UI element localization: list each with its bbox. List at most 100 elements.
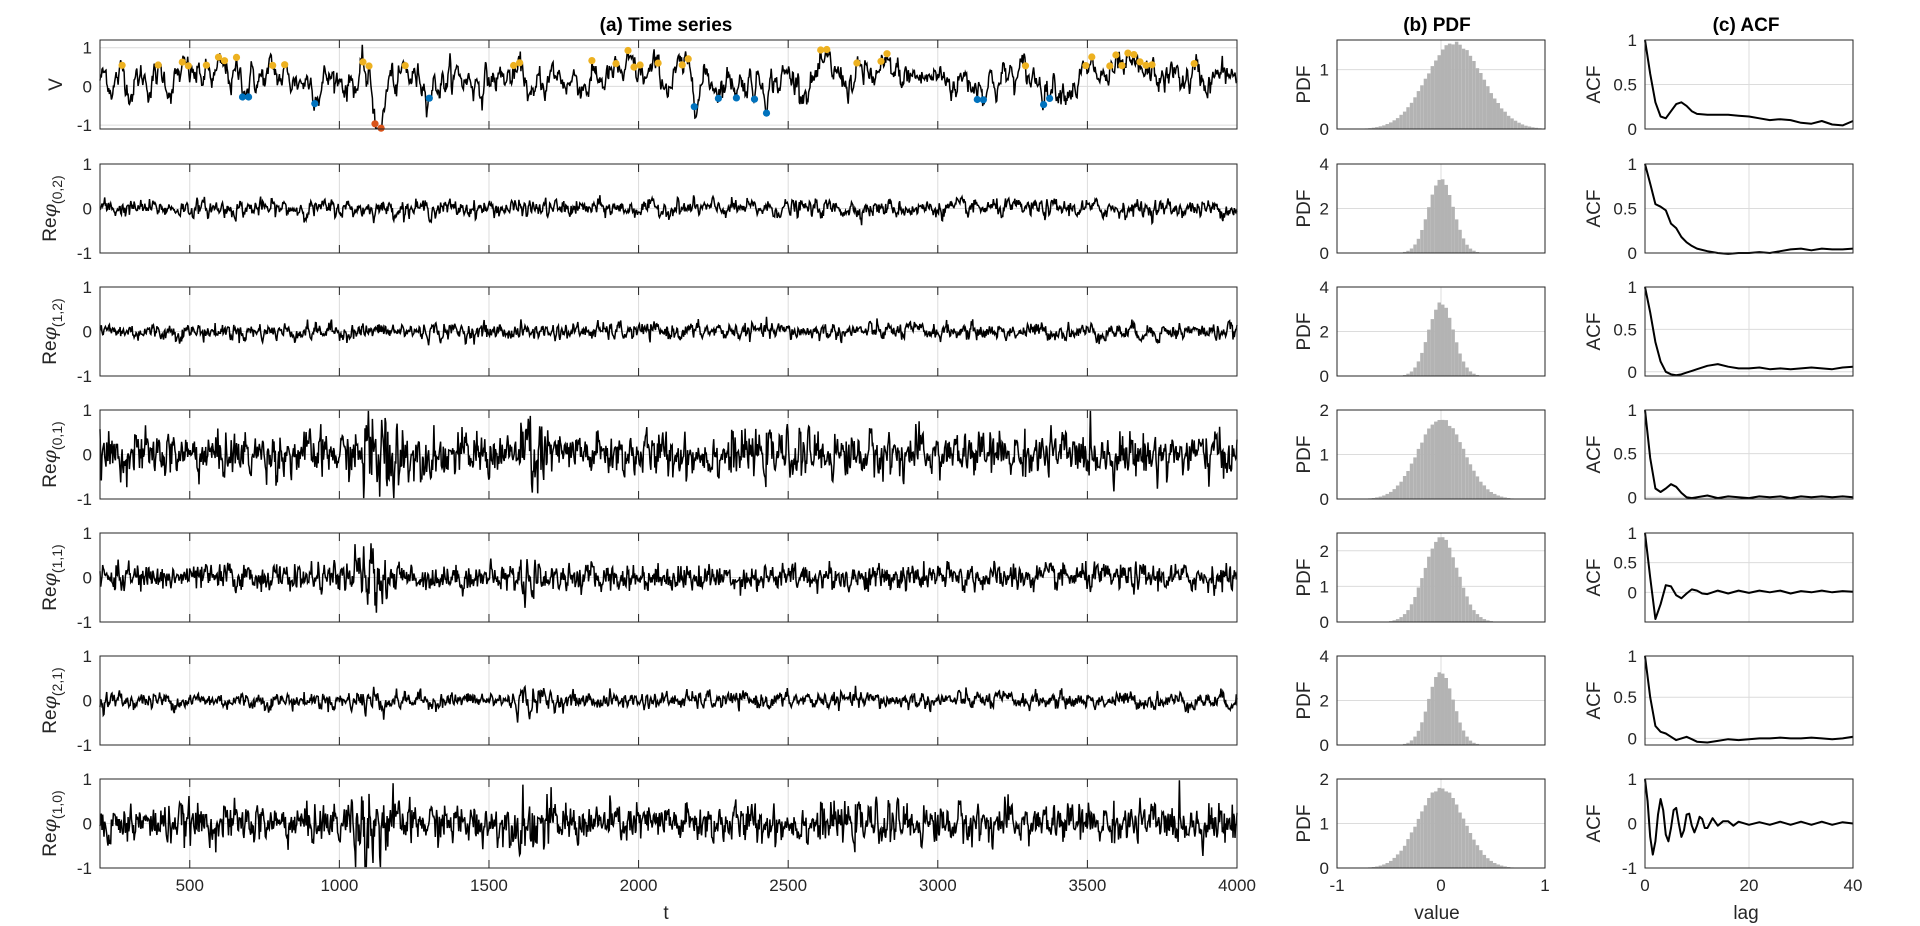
ts-panel: -1 0 1 Reφ(2,1) [39,647,1238,755]
y-tick-label: 1 [1628,770,1637,789]
time-series-panels: -101V-101Reφ(0,2)-101Reφ(1,2)-101Reφ(0,1… [39,39,1256,895]
histogram-bar [1458,353,1462,376]
histogram-bar [1472,610,1476,622]
axes-frame [1644,655,1854,746]
histogram-bar [1402,476,1407,499]
y-tick-label: 0 [83,200,92,219]
histogram-bar [1420,230,1424,253]
histogram-bar [1430,792,1435,868]
histogram-bar [1465,244,1469,253]
extreme-marker [202,61,210,69]
histogram-bar [1458,44,1462,130]
histogram-bar [1444,184,1448,253]
title-time-series: (a) Time series [600,15,733,36]
histogram-bar [1493,493,1497,499]
y-axis-label: PDF [1294,559,1315,597]
y-axis-label-main: Re [40,832,61,856]
histogram-bar [1427,73,1431,129]
y-tick-label: 1 [83,278,92,297]
histogram-bar [1420,352,1424,376]
extreme-marker [1046,94,1054,102]
histogram-bar [1444,678,1448,745]
extreme-marker [281,61,289,69]
histogram-bar [1447,792,1452,868]
y-tick-label: 0 [1320,613,1329,632]
histogram-bar [1506,115,1511,129]
extreme-marker [359,58,367,66]
histogram-bar [1385,124,1389,129]
histogram-bar [1402,251,1407,253]
histogram-bar [1389,860,1393,868]
histogram-bar [1395,619,1400,622]
y-axis-label: Reφ(1,1) [39,544,65,610]
histogram-bar [1441,673,1445,745]
histogram-bar [1402,614,1407,622]
xlabel-lag: lag [1733,903,1758,924]
x-tick-label: -1 [1329,876,1344,895]
acf-line [1644,655,1854,744]
histogram-bar [1468,371,1473,376]
axes-frame [99,163,1238,254]
axes-frame [1644,778,1854,869]
x-tick-label: 3000 [919,876,957,895]
y-tick-label: 0 [83,323,92,342]
y-tick-label: 4 [1320,647,1329,666]
extreme-marker [365,62,373,70]
histogram-bar [1375,127,1379,129]
series-line [99,410,1238,499]
pdf-panel: 0 2 4 PDF [1294,155,1546,263]
pdf-panel: 0 1 2 PDF [1294,401,1546,509]
extreme-marker [684,55,692,63]
histogram-bar [1482,485,1487,499]
axes-frame [99,39,1238,130]
histogram-bar [1406,610,1410,622]
histogram-bar [1389,491,1393,499]
extreme-marker [853,59,861,67]
histogram-bar [1413,736,1417,745]
y-tick-label: 2 [1320,401,1329,420]
histogram-bar [1378,496,1383,499]
y-axis-label: V [46,78,67,91]
histogram-bar [1520,124,1525,129]
histogram-bar [1451,428,1455,499]
extreme-marker [1148,61,1156,69]
extreme-marker [1130,51,1138,59]
histogram-bar [1423,219,1428,253]
histogram-bar [1524,125,1528,129]
histogram-bar [1472,470,1476,499]
histogram-bar [1475,845,1480,868]
histogram-bar [1399,617,1403,622]
y-axis-label-main: Re [40,217,61,241]
histogram-bar [1465,736,1469,745]
histogram-bar [1413,597,1417,622]
y-tick-label: 0 [1628,729,1637,748]
histogram-bar [1527,126,1532,129]
histogram-bar [1475,68,1480,129]
extreme-marker [1190,60,1198,68]
histogram-bar [1444,420,1448,499]
histogram-bar [1503,497,1507,499]
y-tick-label: 0 [83,815,92,834]
y-axis-label-main: Re [40,463,61,487]
series-line [99,44,1238,129]
y-axis-label: Reφ(0,1) [39,421,65,487]
acf-line [1644,778,1854,856]
histogram-bar [1382,125,1386,129]
extreme-marker [714,94,723,102]
extreme-marker [509,61,518,70]
histogram-bar [1472,61,1476,129]
histogram-bar [1427,329,1431,376]
xlabel-value: value [1414,903,1459,924]
ts-panel: -1 0 1 Reφ(1,1) [39,524,1238,632]
extreme-marker [612,60,620,68]
histogram-bar [1454,567,1459,622]
extreme-marker [178,58,186,66]
x-tick-label: 0 [1640,876,1649,895]
y-axis-label: PDF [1294,190,1315,228]
extreme-marker [238,93,247,101]
axes-frame [1644,532,1854,623]
acf-line [1644,532,1854,620]
extreme-marker [1106,62,1114,70]
y-axis-label-symbol: φ [39,449,61,463]
